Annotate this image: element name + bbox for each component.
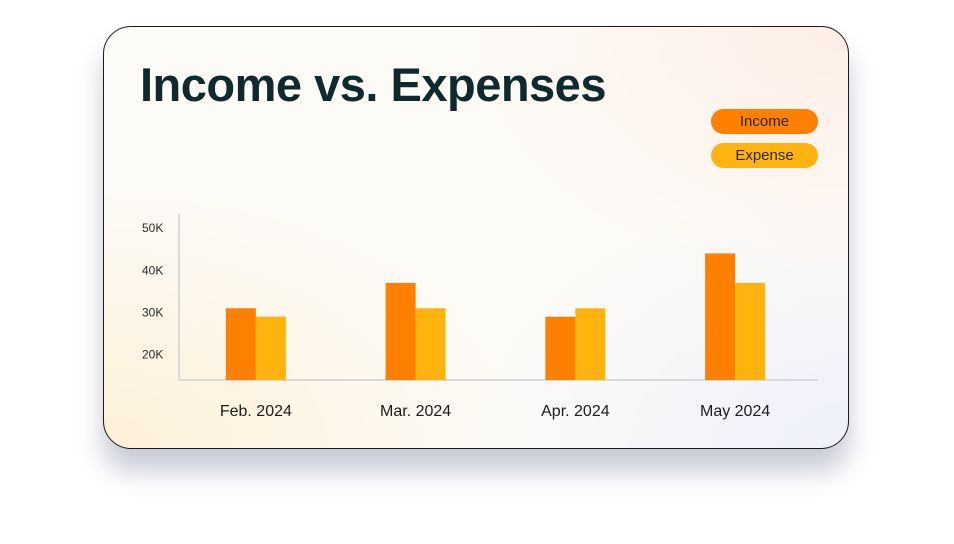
bar-expense-2[interactable] <box>575 308 606 380</box>
bar-income-0[interactable] <box>225 308 256 380</box>
y-tick-label: 50K <box>142 221 163 235</box>
chart-card: Income vs. Expenses Income Expense 20K 30… <box>103 26 849 449</box>
x-tick-label: Apr. 2024 <box>541 403 610 420</box>
legend-expense[interactable]: Expense <box>711 143 818 168</box>
bar-income-1[interactable] <box>385 282 416 380</box>
y-tick-label: 40K <box>142 263 163 277</box>
bar-income-2[interactable] <box>545 316 576 380</box>
chart-legend: Income Expense <box>711 109 818 177</box>
bar-chart: 20K 30K 40K 50K Feb. 2024 Mar. 2024 Apr. 2024 M… <box>142 214 818 420</box>
legend-income[interactable]: Income <box>711 109 818 134</box>
bar-income-3[interactable] <box>705 253 736 380</box>
x-tick-label: May 2024 <box>700 403 770 420</box>
bar-expense-3[interactable] <box>735 282 766 380</box>
bar-expense-0[interactable] <box>255 316 286 380</box>
x-tick-label: Mar. 2024 <box>380 403 451 420</box>
y-tick-label: 20K <box>142 348 163 362</box>
chart-title: Income vs. Expenses <box>140 58 606 111</box>
bar-expense-1[interactable] <box>415 308 446 380</box>
x-tick-label: Feb. 2024 <box>220 403 292 420</box>
y-tick-label: 30K <box>142 305 163 319</box>
